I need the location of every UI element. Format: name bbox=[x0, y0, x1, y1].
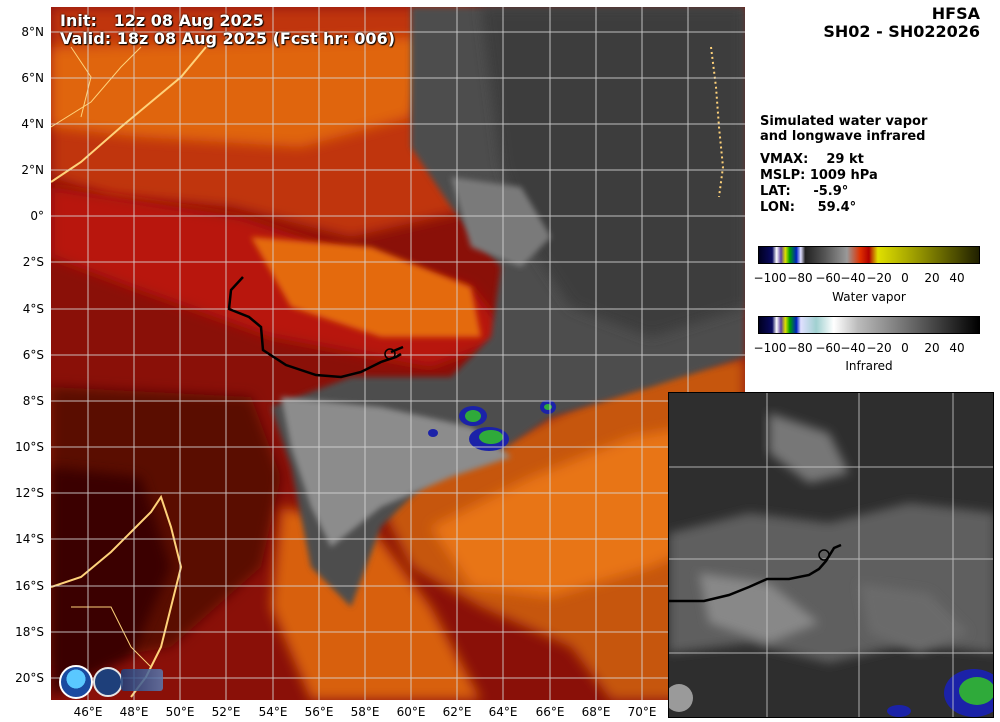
product-description-line2: and longwave infrared bbox=[760, 129, 926, 144]
lat-label: 16°S bbox=[15, 579, 44, 593]
infrared-inset-map bbox=[668, 392, 994, 718]
lon-label: 64°E bbox=[488, 705, 518, 719]
storm-track bbox=[227, 276, 402, 379]
infrared-colorbar bbox=[758, 316, 980, 334]
cbar-tick: −40 bbox=[840, 341, 866, 355]
noaa-logo bbox=[59, 665, 93, 699]
water-vapor-colorbar bbox=[758, 246, 980, 264]
cbar-tick: 20 bbox=[924, 271, 940, 285]
lon-label: 54°E bbox=[258, 705, 288, 719]
lon-label: 48°E bbox=[119, 705, 149, 719]
lat-label: 10°S bbox=[15, 440, 44, 454]
lat-label: 4°S bbox=[22, 302, 44, 316]
lon-label: 68°E bbox=[581, 705, 611, 719]
lat-label: 8°S bbox=[22, 394, 44, 408]
cbar-tick: 0 bbox=[901, 341, 909, 355]
cbar-tick: 40 bbox=[949, 271, 965, 285]
lat-label: 14°S bbox=[15, 532, 44, 546]
infrared-imagery bbox=[669, 393, 993, 717]
init-time: Init: 12z 08 Aug 2025 bbox=[60, 11, 264, 30]
storm-position-marker bbox=[384, 348, 396, 360]
cbar-tick: −40 bbox=[840, 271, 866, 285]
inset-storm-marker bbox=[818, 549, 830, 561]
cbar-tick: −20 bbox=[866, 341, 892, 355]
cbar-tick: 0 bbox=[901, 271, 909, 285]
oar-logo bbox=[93, 667, 123, 697]
lon-stat: LON: 59.4° bbox=[760, 200, 857, 215]
cbar-tick: −20 bbox=[866, 271, 892, 285]
product-description-line1: Simulated water vapor bbox=[760, 114, 928, 129]
cbar-tick: −60 bbox=[815, 341, 841, 355]
lon-label: 62°E bbox=[442, 705, 472, 719]
main-map bbox=[51, 7, 745, 700]
lon-label: 52°E bbox=[211, 705, 241, 719]
lat-label: 2°S bbox=[22, 255, 44, 269]
lat-label: 18°S bbox=[15, 625, 44, 639]
model-name: HFSA bbox=[931, 4, 980, 23]
lat-label: 12°S bbox=[15, 486, 44, 500]
lat-label: 4°N bbox=[21, 117, 44, 131]
lat-label: 6°N bbox=[21, 71, 44, 85]
lat-label: 6°S bbox=[22, 348, 44, 362]
lon-label: 70°E bbox=[627, 705, 657, 719]
lon-label: 56°E bbox=[304, 705, 334, 719]
lon-label: 60°E bbox=[396, 705, 426, 719]
mslp-stat: MSLP: 1009 hPa bbox=[760, 168, 878, 183]
lat-label: 20°S bbox=[15, 671, 44, 685]
storm-id: SH02 - SH022026 bbox=[823, 22, 980, 41]
cbar-tick: −80 bbox=[787, 341, 813, 355]
lon-label: 66°E bbox=[535, 705, 565, 719]
oar-wordmark bbox=[121, 669, 163, 691]
cbar-tick: −60 bbox=[815, 271, 841, 285]
water-vapor-imagery bbox=[51, 7, 745, 700]
lat-label: 8°N bbox=[21, 25, 44, 39]
lon-label: 46°E bbox=[73, 705, 103, 719]
valid-time: Valid: 18z 08 Aug 2025 (Fcst hr: 006) bbox=[60, 29, 396, 48]
lat-label: 2°N bbox=[21, 163, 44, 177]
water-vapor-colorbar-title: Water vapor bbox=[832, 290, 906, 304]
lon-label: 58°E bbox=[350, 705, 380, 719]
vmax-stat: VMAX: 29 kt bbox=[760, 152, 864, 167]
cbar-tick: −100 bbox=[753, 271, 787, 285]
lat-label: 0° bbox=[30, 209, 44, 223]
infrared-colorbar-title: Infrared bbox=[845, 359, 893, 373]
lon-label: 50°E bbox=[165, 705, 195, 719]
cbar-tick: 20 bbox=[924, 341, 940, 355]
cbar-tick: 40 bbox=[949, 341, 965, 355]
cbar-tick: −80 bbox=[787, 271, 813, 285]
cbar-tick: −100 bbox=[753, 341, 787, 355]
lat-stat: LAT: -5.9° bbox=[760, 184, 849, 199]
